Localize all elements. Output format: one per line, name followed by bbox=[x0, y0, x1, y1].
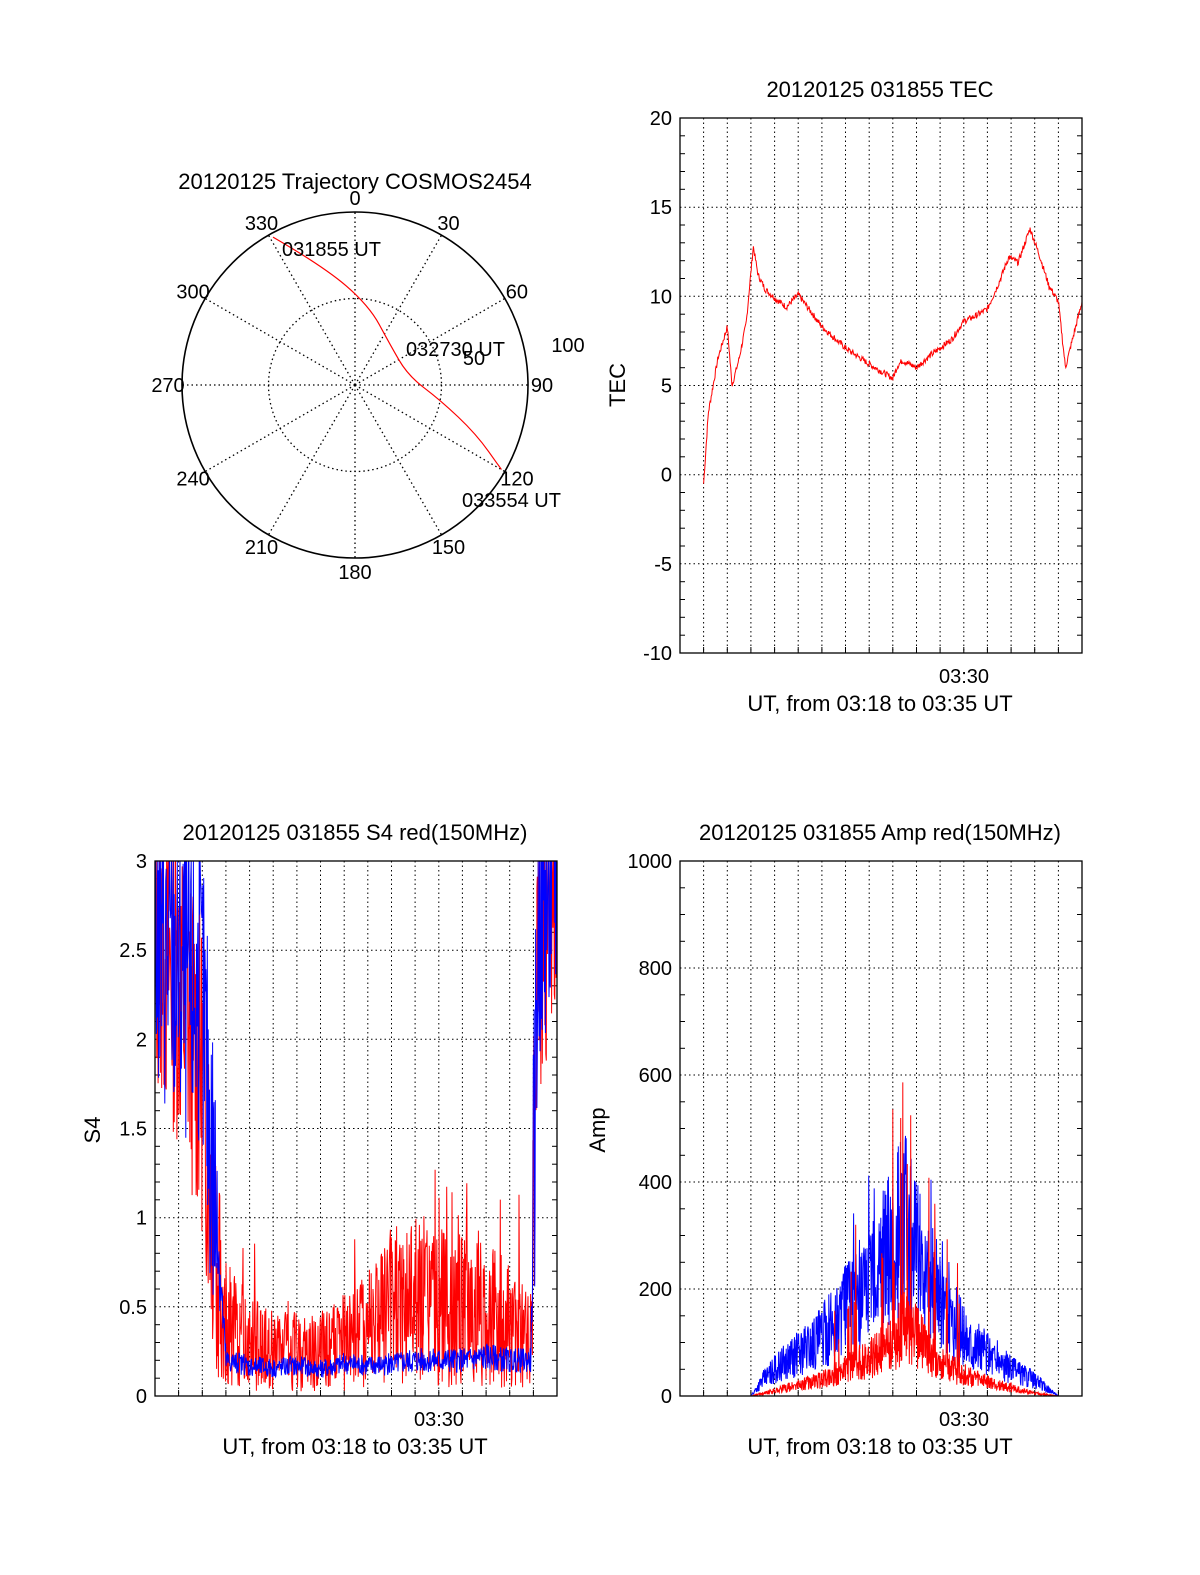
polar-azimuth-label: 300 bbox=[176, 282, 209, 304]
polar-azimuth-label: 330 bbox=[245, 213, 278, 235]
s4-chart: 20120125 031855 S4 red(150MHz) 3 2.5 2 1.5 1… bbox=[80, 820, 558, 1459]
y-tick-label: 1000 bbox=[628, 851, 673, 873]
polar-spoke bbox=[267, 384, 356, 536]
y-tick-label: 2 bbox=[136, 1029, 147, 1051]
y-tick-label: 800 bbox=[639, 958, 672, 980]
amp-red-line bbox=[703, 1082, 1082, 1397]
polar-radius-label-50: 50 bbox=[463, 348, 485, 370]
polar-title: 20120125 Trajectory COSMOS2454 bbox=[178, 169, 531, 194]
tec-title: 20120125 031855 TEC bbox=[766, 77, 993, 102]
s4-x-tick-label: 03:30 bbox=[414, 1409, 464, 1431]
polar-trajectory-chart: 20120125 Trajectory COSMOS2454 0 30 60 90 12… bbox=[151, 169, 584, 584]
amp-x-axis-label: UT, from 03:18 to 03:35 UT bbox=[747, 1434, 1012, 1459]
polar-azimuth-label: 120 bbox=[500, 469, 533, 491]
polar-azimuth-labels: 0 30 60 90 120 150 180 210 240 270 300 330 bbox=[151, 188, 553, 584]
s4-series bbox=[154, 860, 558, 1392]
y-tick-label: 1 bbox=[136, 1208, 147, 1230]
amp-title: 20120125 031855 Amp red(150MHz) bbox=[699, 820, 1061, 845]
polar-spokes bbox=[182, 212, 528, 558]
polar-spoke bbox=[267, 234, 356, 386]
y-tick-label: 15 bbox=[650, 197, 672, 219]
s4-plot-frame bbox=[154, 860, 558, 1397]
y-tick-label: -5 bbox=[654, 554, 672, 576]
polar-spoke bbox=[354, 384, 443, 536]
s4-x-axis-label: UT, from 03:18 to 03:35 UT bbox=[222, 1434, 487, 1459]
polar-spoke bbox=[204, 297, 356, 386]
polar-spoke bbox=[204, 384, 356, 473]
polar-azimuth-label: 270 bbox=[151, 375, 184, 397]
y-tick-label: 1.5 bbox=[119, 1119, 147, 1141]
tec-y-axis-label: TEC bbox=[605, 363, 630, 407]
polar-azimuth-label: 240 bbox=[176, 469, 209, 491]
y-tick-label: 5 bbox=[661, 376, 672, 398]
tec-y-tick-labels: 20 15 10 5 0 -5 -10 bbox=[643, 108, 672, 665]
amp-y-tick-labels: 1000 800 600 400 200 0 bbox=[628, 851, 673, 1408]
polar-radius-label-100: 100 bbox=[551, 335, 584, 357]
polar-outer-circle bbox=[181, 211, 529, 559]
tec-series bbox=[703, 227, 1083, 484]
y-tick-label: 0 bbox=[136, 1386, 147, 1408]
tec-x-axis-label: UT, from 03:18 to 03:35 UT bbox=[747, 691, 1012, 716]
amp-chart: 20120125 031855 Amp red(150MHz) 1000 800 6… bbox=[585, 820, 1083, 1459]
y-tick-label: 0 bbox=[661, 465, 672, 487]
tec-line bbox=[703, 227, 1083, 484]
polar-trajectory-line bbox=[272, 236, 503, 471]
y-tick-label: 2.5 bbox=[119, 940, 147, 962]
y-tick-label: 600 bbox=[639, 1065, 672, 1087]
polar-azimuth-label: 90 bbox=[531, 375, 553, 397]
polar-azimuth-label: 210 bbox=[245, 537, 278, 559]
amp-y-axis-label: Amp bbox=[585, 1107, 610, 1152]
s4-y-tick-labels: 3 2.5 2 1.5 1 0.5 0 bbox=[119, 851, 147, 1408]
y-tick-label: 400 bbox=[639, 1172, 672, 1194]
polar-spoke bbox=[354, 234, 443, 386]
y-tick-label: 10 bbox=[650, 286, 672, 308]
y-tick-label: 3 bbox=[136, 851, 147, 873]
polar-azimuth-label: 150 bbox=[432, 537, 465, 559]
y-tick-label: 0.5 bbox=[119, 1297, 147, 1319]
polar-mid-label: 032730 UT bbox=[406, 339, 505, 361]
s4-blue-line bbox=[154, 860, 558, 1379]
polar-spoke bbox=[354, 384, 506, 473]
tec-grid bbox=[679, 118, 1083, 653]
polar-end-label: 033554 UT bbox=[462, 490, 561, 512]
tec-plot-frame bbox=[679, 117, 1083, 654]
y-tick-label: 20 bbox=[650, 108, 672, 130]
y-tick-label: -10 bbox=[643, 643, 672, 665]
tec-x-tick-label: 03:30 bbox=[939, 666, 989, 688]
amp-grid bbox=[679, 861, 1083, 1396]
polar-azimuth-label: 60 bbox=[506, 282, 528, 304]
amp-series bbox=[703, 1082, 1082, 1397]
polar-azimuth-label: 30 bbox=[437, 213, 459, 235]
s4-y-axis-label: S4 bbox=[80, 1117, 105, 1144]
polar-trajectory-track bbox=[272, 236, 503, 471]
polar-start-label: 031855 UT bbox=[282, 239, 381, 261]
y-tick-label: 200 bbox=[639, 1279, 672, 1301]
polar-azimuth-label: 0 bbox=[349, 188, 360, 210]
polar-azimuth-label: 180 bbox=[338, 562, 371, 584]
amp-plot-frame bbox=[679, 860, 1083, 1397]
y-tick-label: 0 bbox=[661, 1386, 672, 1408]
amp-x-tick-label: 03:30 bbox=[939, 1409, 989, 1431]
polar-spoke bbox=[354, 297, 506, 386]
s4-title: 20120125 031855 S4 red(150MHz) bbox=[183, 820, 528, 845]
